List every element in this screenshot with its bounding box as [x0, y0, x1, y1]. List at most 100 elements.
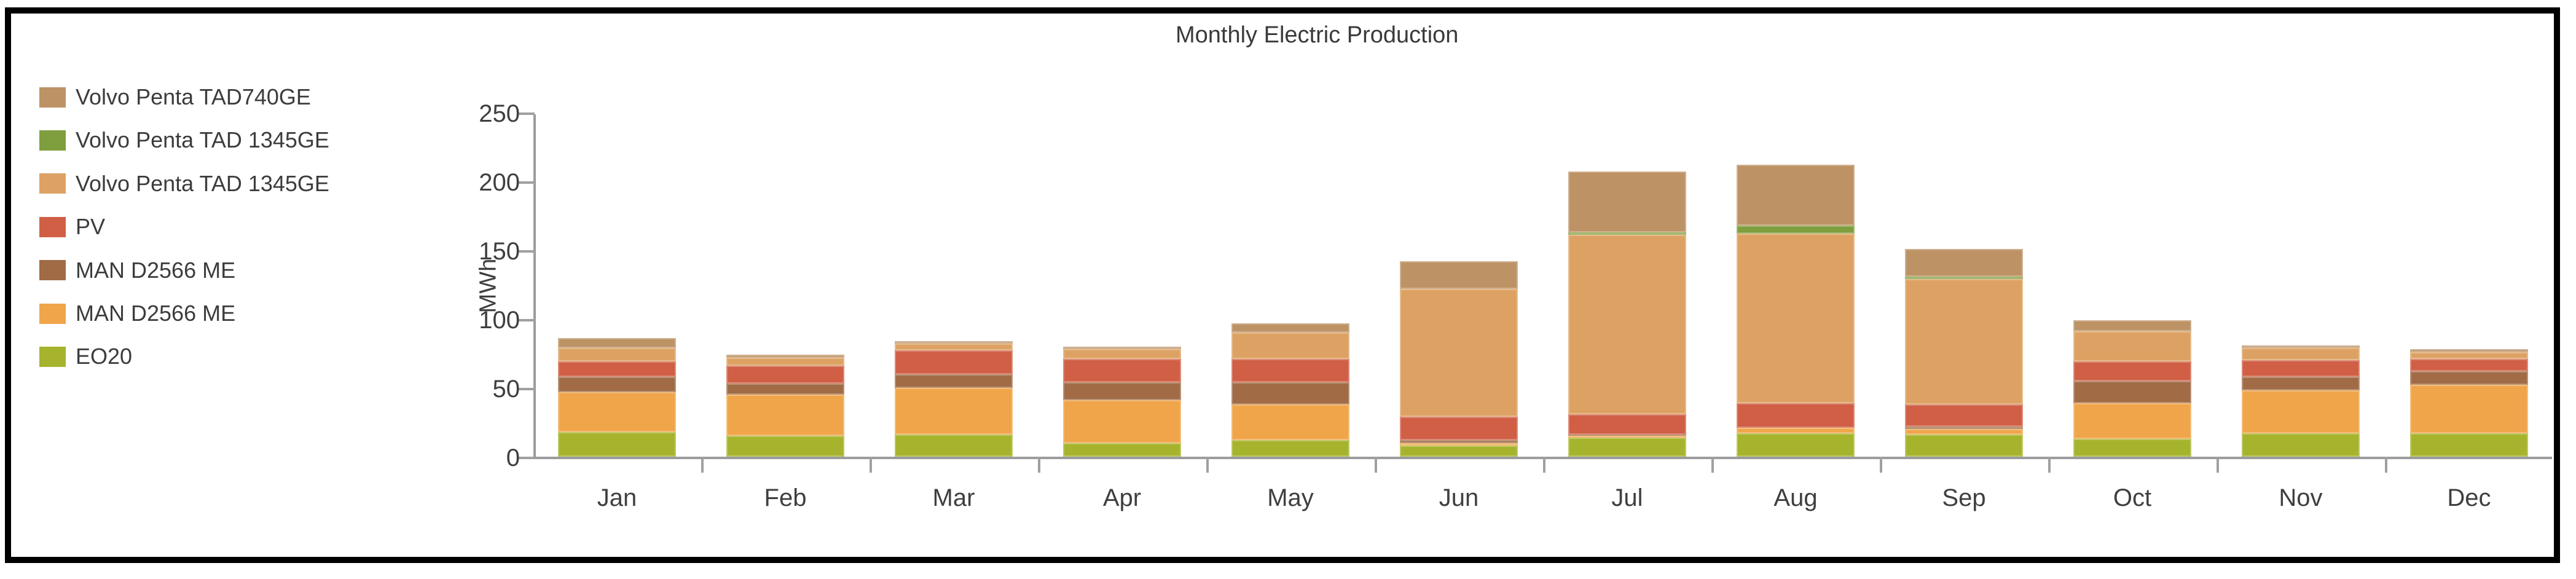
legend-swatch-icon: [39, 173, 66, 194]
bar-segment[interactable]: [726, 384, 844, 395]
bar-segment[interactable]: [895, 374, 1013, 388]
bar-feb: [726, 355, 844, 457]
bar-segment[interactable]: [2242, 377, 2360, 391]
bar-segment[interactable]: [1568, 171, 1686, 232]
x-axis-month-label: Jan: [597, 484, 637, 511]
bar-segment[interactable]: [558, 348, 676, 362]
bar-segment[interactable]: [2242, 345, 2360, 349]
bar-segment[interactable]: [2410, 349, 2528, 352]
bar-segment[interactable]: [1063, 346, 1181, 350]
bar-segment[interactable]: [1737, 234, 1855, 403]
bar-segment[interactable]: [1231, 382, 1349, 404]
bar-segment[interactable]: [895, 435, 1013, 457]
bar-segment[interactable]: [1400, 288, 1518, 417]
bar-segment[interactable]: [726, 395, 844, 436]
bar-segment[interactable]: [1905, 248, 2023, 277]
bar-segment[interactable]: [558, 338, 676, 349]
bar-segment[interactable]: [2410, 385, 2528, 433]
bar-segment[interactable]: [1231, 358, 1349, 383]
bar-segment[interactable]: [2073, 320, 2191, 332]
bar-segment[interactable]: [1568, 414, 1686, 435]
x-axis-month-label: Apr: [1102, 484, 1142, 511]
bar-segment[interactable]: [558, 361, 676, 377]
bar-segment[interactable]: [1400, 261, 1518, 289]
bar-segment[interactable]: [895, 341, 1013, 344]
bar-segment[interactable]: [1737, 403, 1855, 428]
bar-segment[interactable]: [2410, 433, 2528, 457]
bar-segment[interactable]: [1737, 225, 1855, 234]
legend-item[interactable]: EO20: [39, 344, 132, 369]
legend-item[interactable]: Volvo Penta TAD 1345GE: [39, 127, 329, 153]
bar-segment[interactable]: [1063, 382, 1181, 401]
bar-segment[interactable]: [1568, 235, 1686, 414]
bar-segment[interactable]: [1905, 279, 2023, 404]
chart-title: Monthly Electric Production: [1176, 22, 1459, 48]
x-axis-month-label: Oct: [2113, 484, 2152, 511]
legend-item[interactable]: MAN D2566 ME: [39, 301, 235, 326]
bar-segment[interactable]: [726, 357, 844, 366]
legend-item[interactable]: Volvo Penta TAD 1345GE: [39, 171, 329, 196]
legend-item[interactable]: PV: [39, 214, 105, 239]
legend-label: MAN D2566 ME: [76, 301, 236, 326]
bar-segment[interactable]: [558, 377, 676, 392]
bar-segment[interactable]: [2410, 352, 2528, 359]
bar-segment[interactable]: [726, 355, 844, 358]
bar-segment[interactable]: [1568, 437, 1686, 457]
bar-segment[interactable]: [1568, 435, 1686, 436]
bar-segment[interactable]: [1568, 232, 1686, 235]
bar-segment[interactable]: [1737, 427, 1855, 433]
bar-sep: [1905, 248, 2023, 457]
bar-segment[interactable]: [2242, 348, 2360, 361]
bar-segment[interactable]: [1063, 443, 1181, 457]
bar-segment[interactable]: [1400, 417, 1518, 441]
bar-segment[interactable]: [2073, 380, 2191, 403]
bar-segment[interactable]: [2073, 438, 2191, 457]
bar-segment[interactable]: [2073, 331, 2191, 362]
bar-segment[interactable]: [2073, 403, 2191, 439]
y-axis-tick-label: 50: [492, 376, 520, 403]
bar-segment[interactable]: [726, 436, 844, 457]
bar-segment[interactable]: [1063, 349, 1181, 359]
x-axis-month-label: Feb: [764, 484, 807, 511]
x-axis-month-label: Dec: [2447, 484, 2491, 511]
bar-segment[interactable]: [1905, 426, 2023, 430]
bar-segment[interactable]: [1400, 443, 1518, 446]
x-axis-tick: [2217, 457, 2219, 473]
bar-segment[interactable]: [1737, 433, 1855, 457]
bar-segment[interactable]: [1400, 440, 1518, 443]
y-axis-tick-label: 150: [479, 238, 520, 265]
bar-segment[interactable]: [2073, 361, 2191, 381]
bar-segment[interactable]: [2242, 390, 2360, 433]
bar-segment[interactable]: [1905, 429, 2023, 435]
x-axis-line: [533, 457, 2552, 459]
bar-segment[interactable]: [1231, 440, 1349, 457]
bar-segment[interactable]: [1063, 358, 1181, 383]
legend-item[interactable]: Volvo Penta TAD740GE: [39, 84, 311, 109]
legend-label: EO20: [76, 344, 133, 369]
bar-segment[interactable]: [1231, 323, 1349, 333]
bar-segment[interactable]: [558, 392, 676, 432]
bar-segment[interactable]: [895, 387, 1013, 435]
bar-segment[interactable]: [2242, 360, 2360, 377]
bar-segment[interactable]: [1905, 404, 2023, 427]
bar-segment[interactable]: [2242, 433, 2360, 457]
bar-segment[interactable]: [1568, 436, 1686, 438]
bar-segment[interactable]: [2410, 358, 2528, 372]
x-axis-tick: [2048, 457, 2051, 473]
y-axis-tick: [519, 388, 535, 390]
bar-segment[interactable]: [895, 350, 1013, 374]
bar-segment[interactable]: [1231, 333, 1349, 359]
bar-segment[interactable]: [2410, 371, 2528, 385]
bar-segment[interactable]: [1905, 435, 2023, 457]
bar-may: [1231, 323, 1349, 457]
bar-segment[interactable]: [1063, 400, 1181, 443]
bar-segment[interactable]: [726, 366, 844, 384]
bar-segment[interactable]: [558, 431, 676, 457]
bar-segment[interactable]: [1400, 446, 1518, 457]
bar-segment[interactable]: [1737, 165, 1855, 226]
legend-label: Volvo Penta TAD 1345GE: [76, 127, 329, 153]
bar-segment[interactable]: [895, 344, 1013, 351]
bar-segment[interactable]: [1231, 404, 1349, 441]
legend-item[interactable]: MAN D2566 ME: [39, 258, 235, 283]
bar-segment[interactable]: [1905, 276, 2023, 280]
